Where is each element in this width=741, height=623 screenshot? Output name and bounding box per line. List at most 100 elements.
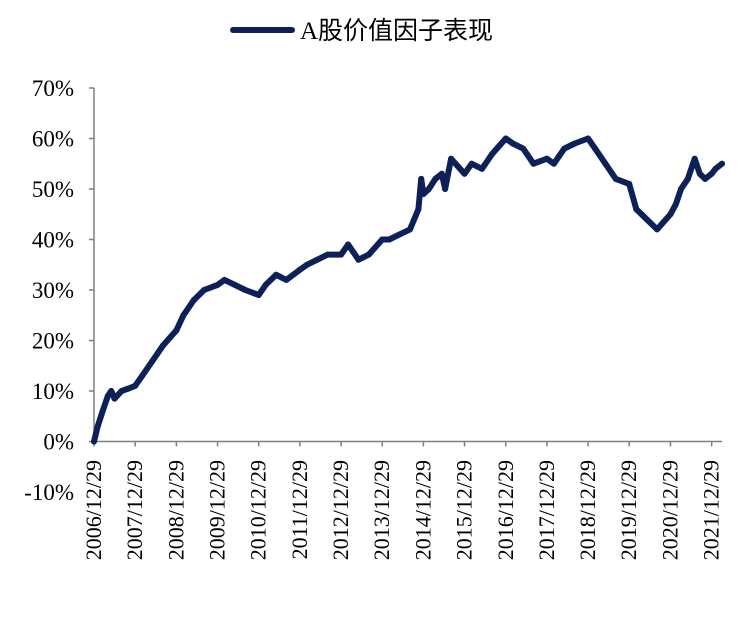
data-point bbox=[273, 271, 280, 278]
data-point bbox=[678, 186, 684, 192]
data-point bbox=[296, 266, 303, 273]
data-point bbox=[201, 287, 208, 293]
data-point bbox=[365, 251, 372, 258]
data-point bbox=[173, 327, 180, 334]
data-point bbox=[149, 357, 156, 364]
data-point bbox=[111, 395, 118, 402]
data-point bbox=[626, 180, 633, 187]
x-tick-label: 2011/12/29 bbox=[287, 460, 312, 559]
data-point bbox=[262, 281, 269, 288]
data-point bbox=[448, 155, 455, 162]
data-point bbox=[672, 201, 679, 208]
data-point bbox=[139, 372, 146, 379]
x-tick-label: 2014/12/29 bbox=[410, 460, 435, 560]
x-tick-label: 2015/12/29 bbox=[452, 460, 477, 560]
x-tick-label: 2007/12/29 bbox=[122, 460, 147, 560]
data-point bbox=[324, 251, 331, 258]
x-tick-label: 2021/12/29 bbox=[699, 460, 724, 560]
data-point bbox=[425, 186, 432, 192]
data-point bbox=[550, 160, 557, 167]
x-tick-label: 2006/12/29 bbox=[81, 460, 106, 560]
y-tick-label: 40% bbox=[32, 228, 74, 253]
data-point bbox=[125, 385, 132, 392]
data-point bbox=[314, 256, 321, 263]
x-tick-label: 2017/12/29 bbox=[534, 460, 559, 560]
data-point bbox=[696, 170, 703, 177]
data-point bbox=[468, 160, 475, 167]
data-point bbox=[691, 155, 698, 162]
data-point bbox=[612, 175, 619, 182]
x-tick-label: 2019/12/29 bbox=[616, 460, 641, 560]
data-point bbox=[509, 140, 516, 147]
data-point bbox=[91, 438, 97, 445]
data-point bbox=[303, 261, 310, 268]
y-tick-label: -10% bbox=[24, 480, 74, 505]
data-point bbox=[418, 175, 425, 182]
data-point bbox=[415, 206, 422, 213]
data-point bbox=[585, 135, 592, 142]
data-point bbox=[502, 135, 509, 142]
x-tick-label: 2020/12/29 bbox=[657, 460, 682, 560]
x-tick-label: 2018/12/29 bbox=[575, 460, 600, 560]
data-point bbox=[379, 236, 386, 243]
data-point bbox=[214, 281, 221, 288]
data-point bbox=[283, 276, 290, 283]
x-tick-label: 2012/12/29 bbox=[328, 460, 353, 560]
data-point bbox=[602, 160, 609, 167]
x-tick-label: 2010/12/29 bbox=[246, 460, 271, 560]
y-axis: -10% 0% 10% 20% 30% 40% 50% 60% 70% bbox=[24, 76, 95, 505]
data-point bbox=[255, 292, 262, 298]
x-tick-label: 2016/12/29 bbox=[493, 460, 518, 560]
y-tick-label: 70% bbox=[32, 76, 74, 101]
data-point bbox=[118, 388, 125, 394]
data-point bbox=[180, 312, 187, 319]
y-tick-label: 20% bbox=[32, 329, 74, 354]
data-point bbox=[104, 393, 111, 400]
data-point bbox=[520, 145, 527, 152]
data-point bbox=[633, 206, 640, 213]
data-point bbox=[667, 211, 674, 218]
data-point bbox=[221, 276, 228, 283]
data-point bbox=[712, 165, 719, 172]
data-point bbox=[592, 145, 599, 152]
x-axis: 2006/12/29 2007/12/29 2008/12/29 2009/12/29… bbox=[81, 440, 724, 560]
data-point bbox=[702, 175, 709, 182]
data-point bbox=[719, 160, 725, 167]
data-point bbox=[242, 287, 249, 293]
data-point bbox=[530, 160, 537, 167]
data-point bbox=[132, 382, 139, 389]
data-point bbox=[420, 191, 427, 197]
data-point bbox=[396, 231, 403, 238]
data-point bbox=[684, 175, 691, 182]
series-layer bbox=[91, 135, 725, 445]
data-point bbox=[160, 342, 166, 349]
data-point bbox=[108, 388, 115, 394]
data-point bbox=[386, 236, 393, 243]
x-tick-label: 2013/12/29 bbox=[369, 460, 394, 560]
x-tick-label: 2008/12/29 bbox=[163, 460, 188, 560]
data-point bbox=[489, 150, 496, 157]
data-point bbox=[345, 241, 352, 248]
data-point bbox=[231, 281, 238, 288]
data-point bbox=[543, 155, 550, 162]
y-tick-label: 0% bbox=[43, 430, 74, 455]
data-point bbox=[94, 423, 101, 430]
data-point bbox=[432, 175, 439, 182]
y-tick-label: 10% bbox=[32, 379, 74, 404]
data-point bbox=[571, 140, 578, 147]
data-point bbox=[442, 186, 449, 192]
data-point bbox=[708, 170, 715, 177]
data-point bbox=[643, 216, 650, 223]
data-point bbox=[654, 226, 661, 233]
data-point bbox=[99, 408, 106, 415]
legend-label: A股价值因子表现 bbox=[300, 17, 493, 45]
data-point bbox=[190, 297, 197, 304]
y-tick-label: 60% bbox=[32, 127, 74, 152]
y-tick-label: 50% bbox=[32, 177, 74, 202]
data-point bbox=[438, 170, 445, 177]
data-point bbox=[461, 170, 468, 177]
legend: A股价值因子表现 bbox=[230, 17, 493, 45]
x-tick-label: 2009/12/29 bbox=[205, 460, 230, 560]
